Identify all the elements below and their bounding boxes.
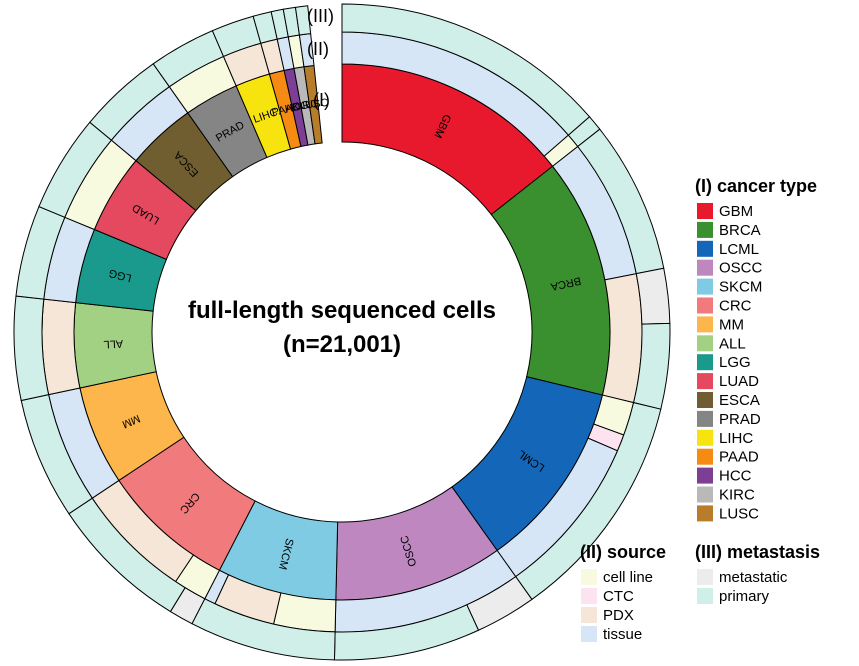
legend-swatch-lgg xyxy=(697,354,713,371)
legend-label-prad: PRAD xyxy=(719,411,761,428)
legend-swatch-esca xyxy=(697,392,713,408)
legend-swatch-luad xyxy=(697,373,713,390)
legend-swatch-prad xyxy=(697,410,713,427)
segment-label-lusc: LUSC xyxy=(298,97,329,113)
segment-label-all: ALL xyxy=(103,337,123,350)
legend-label-metastatic: metastatic xyxy=(719,569,788,586)
legend-label-pdx: PDX xyxy=(603,607,634,624)
center-title-line1: full-length sequenced cells xyxy=(188,297,496,324)
ring-label-i: (I) xyxy=(313,90,330,110)
legend-label-cell-line: cell line xyxy=(603,569,653,586)
legend-cancer-type: (I) cancer type GBM BRCA LCML OSCC SKCM CRCMM… xyxy=(695,176,817,522)
legend-swatch-lihc xyxy=(697,429,713,446)
legend-swatch-cell-line xyxy=(581,569,597,585)
legend-swatch-ctc xyxy=(581,588,597,604)
legend-label-luad: LUAD xyxy=(719,373,759,390)
legend-label-ctc: CTC xyxy=(603,588,634,605)
segment-label-hcc: HCC xyxy=(284,99,310,115)
legend-swatch-hcc xyxy=(697,467,713,484)
meta-segment-primary-21 xyxy=(294,5,312,36)
segment-label-kirc: KIRC xyxy=(291,98,319,114)
source-segment-pdx-14 xyxy=(41,298,81,396)
legend-cancer-title: (I) cancer type xyxy=(695,176,817,196)
legend-label-lgg: LGG xyxy=(719,354,751,371)
legend-label-hcc: HCC xyxy=(719,468,752,485)
legend-swatch-primary xyxy=(697,588,713,604)
legend-label-skcm: SKCM xyxy=(719,279,762,296)
legend-swatch-pdx xyxy=(581,607,597,623)
ring-label-ii: (II) xyxy=(307,39,329,59)
cancer-type-ring xyxy=(73,63,611,601)
legend-source: (II) source cell line CTC PDX tissue xyxy=(580,542,666,643)
legend-label-gbm: GBM xyxy=(719,203,753,220)
legend-label-lcml: LCML xyxy=(719,241,759,258)
legend-metastasis: (III) metastasis metastatic primary xyxy=(695,542,820,605)
legend-swatch-tissue xyxy=(581,626,597,642)
center-title-line2: (n=21,001) xyxy=(283,331,401,358)
legend-label-lihc: LIHC xyxy=(719,430,753,447)
legend-label-esca: ESCA xyxy=(719,392,760,409)
legend-swatch-brca xyxy=(697,221,713,238)
legend-label-primary: primary xyxy=(719,588,770,605)
legend-swatch-oscc xyxy=(697,259,713,276)
meta-segment-metastatic-3 xyxy=(635,267,671,325)
legend-label-tissue: tissue xyxy=(603,626,642,643)
legend-swatch-lcml xyxy=(697,240,713,257)
legend-swatch-crc xyxy=(697,297,713,314)
legend-metastasis-title: (III) metastasis xyxy=(695,542,820,562)
segment-label-lgg: LGG xyxy=(107,266,132,283)
legend-swatch-metastatic xyxy=(697,569,713,585)
legend-swatch-gbm xyxy=(697,203,713,219)
legend-label-all: ALL xyxy=(719,335,746,352)
legend-swatch-mm xyxy=(697,316,713,333)
legend-label-lusc: LUSC xyxy=(719,505,759,522)
legend-swatch-skcm xyxy=(697,278,713,295)
source-ring xyxy=(41,31,643,633)
legend-label-crc: CRC xyxy=(719,298,752,315)
legend-label-oscc: OSCC xyxy=(719,260,763,277)
legend-swatch-kirc xyxy=(697,486,713,503)
legend-label-paad: PAAD xyxy=(719,449,759,466)
legend-label-kirc: KIRC xyxy=(719,487,755,504)
legend-swatch-lusc xyxy=(697,505,713,522)
legend-swatch-paad xyxy=(697,448,713,465)
legend-label-mm: MM xyxy=(719,316,744,333)
legend-label-brca: BRCA xyxy=(719,222,761,239)
legend-source-title: (II) source xyxy=(580,542,666,562)
ring-label-iii: (III) xyxy=(307,6,334,26)
legend-swatch-all xyxy=(697,335,713,352)
metastasis-ring xyxy=(13,3,671,661)
